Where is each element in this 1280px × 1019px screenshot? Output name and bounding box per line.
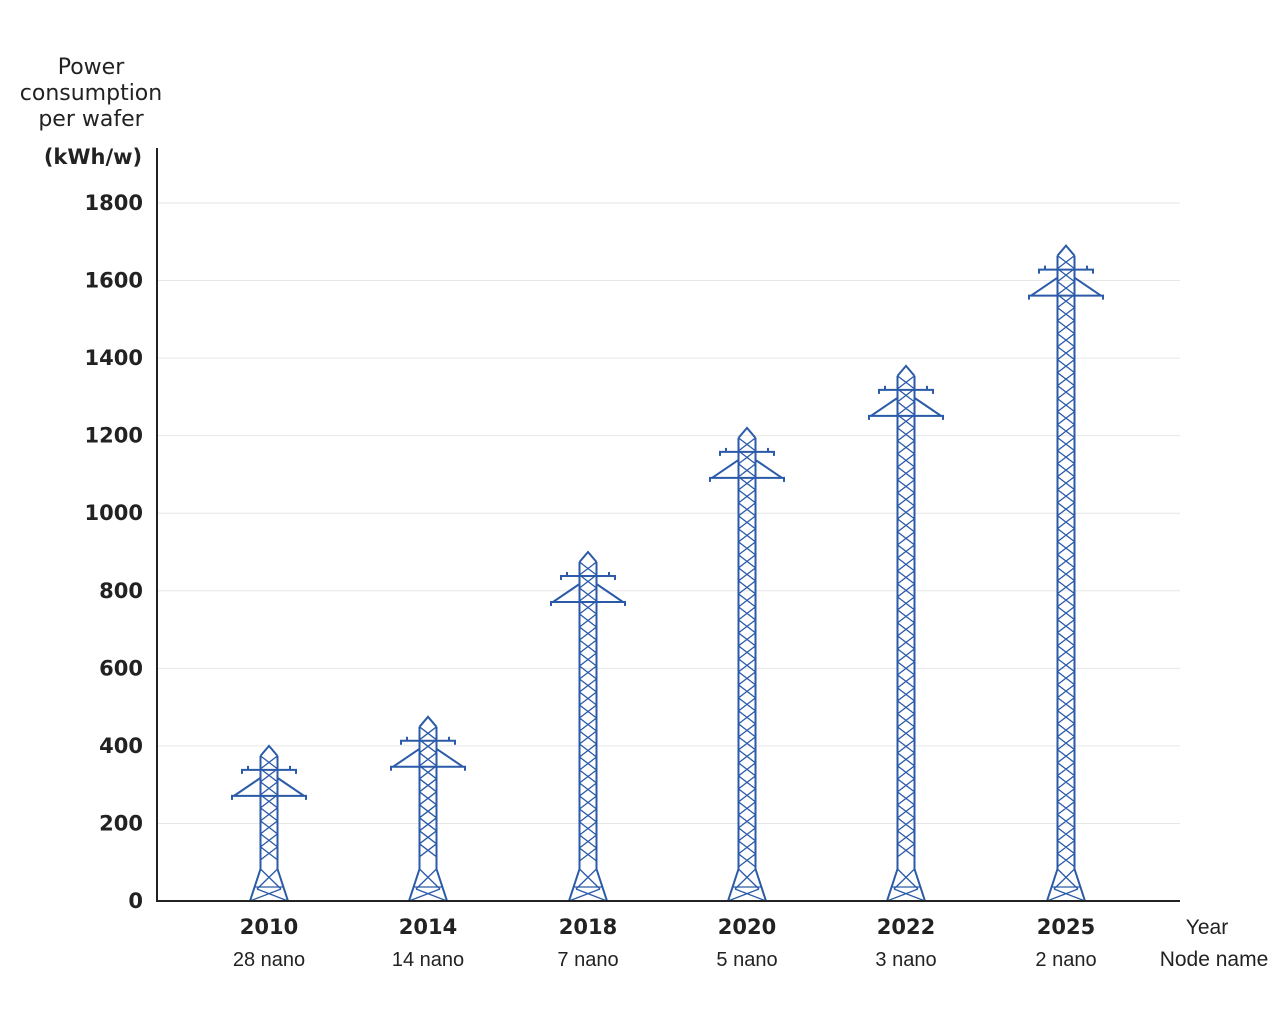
bars [231,244,1104,902]
y-axis-label-line-3: per wafer [38,107,144,132]
x-tick-sublabel: 3 nano [875,949,936,971]
x-tick-label: 2018 [559,915,617,939]
x-tick-sublabel: 14 nano [392,949,464,971]
y-tick-label: 1600 [85,269,143,293]
y-tick-label: 1800 [85,191,143,215]
x-tick-sublabel: 2 nano [1035,949,1096,971]
y-tick-label: 1000 [85,501,143,525]
bar-tower-2025 [1028,244,1104,902]
y-tick-label: 1400 [85,346,143,370]
gridlines [158,202,1180,824]
x-tick-label: 2025 [1037,915,1095,939]
x-tick-label: 2022 [877,915,935,939]
bar-tower-2022 [868,364,944,902]
y-tick-label: 0 [128,889,143,913]
x-tick-sublabel: 5 nano [716,949,777,971]
x-axis-label-year: Year [1186,916,1228,939]
y-tick-label: 800 [99,579,143,603]
y-tick-label: 200 [99,811,143,835]
x-axis-ticks: 2010 28 nano 2014 14 nano 2018 7 nano 2020 5 na… [233,915,1097,971]
y-tick-label: 1200 [85,424,143,448]
y-axis-unit: (kWh/w) [44,145,142,169]
y-axis-label-line-1: Power [58,55,125,80]
x-tick-sublabel: 7 nano [557,949,618,971]
x-axis-label-node: Node name [1160,948,1269,971]
bar-tower-2010 [231,744,307,902]
y-axis-label-line-2: consumption [20,81,162,106]
bar-tower-2014 [390,715,466,902]
y-axis-label: Power consumption per wafer (kWh/w) [20,55,162,169]
y-axis-ticks: 0 200 400 600 800 1000 1200 1400 1600 1800 [85,191,143,913]
x-tick-label: 2020 [718,915,776,939]
x-tick-label: 2010 [240,915,298,939]
x-tick-label: 2014 [399,915,457,939]
bar-tower-2020 [709,426,785,902]
x-tick-sublabel: 28 nano [233,949,305,971]
y-tick-label: 600 [99,656,143,680]
y-tick-label: 400 [99,734,143,758]
bar-tower-2018 [550,550,626,902]
